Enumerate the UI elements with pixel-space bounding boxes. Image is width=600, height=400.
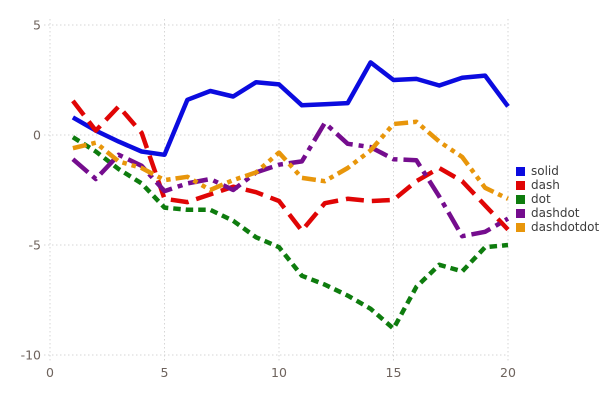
legend-swatch-solid [516,166,525,176]
legend-item-dot: dot [516,192,599,206]
legend-item-dashdot: dashdot [516,206,599,220]
legend-swatch-dashdot [516,208,525,218]
y-tick-label: 0 [33,128,41,143]
legend-label-dash: dash [531,178,560,192]
legend-label-dashdotdot: dashdotdot [531,220,600,234]
legend-swatch-dashdotdot [516,222,525,232]
y-tick-label: -5 [29,238,41,253]
legend-label-dashdot: dashdot [531,206,580,220]
series-dot-line [71,135,509,331]
legend: solid dash dot dashdot dashdotdot [516,164,599,234]
legend-label-solid: solid [531,164,559,178]
series-solid-line [71,60,510,158]
legend-item-dashdotdot: dashdotdot [516,220,599,234]
legend-item-solid: solid [516,164,599,178]
legend-swatch-dot [516,194,525,204]
legend-item-dash: dash [516,178,599,192]
y-tick-label: -10 [21,348,41,363]
series-dash-line [71,99,510,233]
series-dashdotdot-line [72,119,509,201]
x-tick-label: 0 [46,365,54,380]
legend-swatch-dash [516,180,525,190]
y-tick-label: 5 [33,18,41,33]
legend-label-dot: dot [531,192,551,206]
x-tick-label: 15 [386,365,402,380]
x-tick-label: 5 [161,365,169,380]
x-tick-label: 20 [500,365,516,380]
x-tick-label: 10 [271,365,287,380]
